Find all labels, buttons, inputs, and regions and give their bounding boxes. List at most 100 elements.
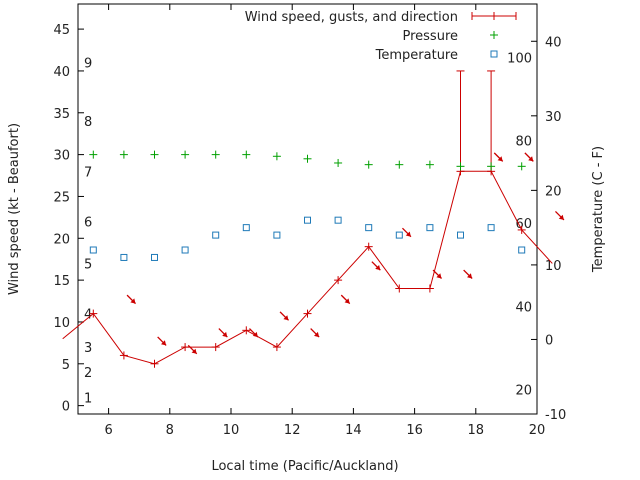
pressure-point — [242, 150, 251, 159]
x-tick-label: 10 — [223, 423, 240, 438]
pressure-point — [119, 150, 128, 159]
wind-speed-point — [272, 343, 281, 352]
temperature-point — [334, 216, 342, 224]
legend-label-wind: Wind speed, gusts, and direction — [245, 10, 458, 25]
beaufort-scale-label: 2 — [84, 366, 92, 381]
wind-speed-point — [395, 284, 404, 293]
wind-speed-point — [211, 343, 220, 352]
temperature-point — [395, 231, 403, 239]
temperature-point — [365, 224, 373, 232]
wind-direction-arrowhead — [528, 156, 534, 162]
wind-direction-arrowhead — [436, 273, 442, 279]
wind-speed-point — [150, 359, 159, 368]
beaufort-scale-label: 7 — [84, 165, 92, 180]
legend-swatch-wind-point — [490, 12, 498, 20]
beaufort-scale-label: 6 — [84, 216, 92, 231]
beaufort-scale-label: 1 — [84, 391, 92, 406]
temperature-point — [181, 246, 189, 254]
y-tick-label: 45 — [53, 23, 70, 38]
fahrenheit-scale-label: 20 — [515, 383, 532, 398]
wind-direction-arrowhead — [222, 331, 228, 338]
temperature-point — [487, 224, 495, 232]
wind-speed-point — [89, 309, 98, 318]
wind-direction-arrowhead — [252, 331, 258, 338]
y-tick-label: 25 — [53, 190, 70, 205]
y-tick-label: 40 — [53, 65, 70, 80]
wind-direction-arrowhead — [344, 298, 350, 304]
legend-swatch-temperature — [490, 50, 498, 58]
y2-tick-label: 10 — [545, 259, 562, 274]
temperature-point — [304, 216, 311, 224]
beaufort-scale-label: 8 — [84, 115, 92, 130]
x-tick-label: 6 — [104, 423, 112, 438]
wind-direction-arrowhead — [375, 265, 381, 271]
temperature-point — [518, 246, 526, 254]
x-tick-label: 8 — [166, 423, 174, 438]
beaufort-scale-label: 4 — [84, 308, 92, 323]
pressure-point — [303, 154, 312, 163]
wind-direction-arrowhead — [558, 214, 564, 220]
pressure-point — [395, 160, 404, 169]
wind-speed-point — [242, 326, 251, 335]
beaufort-scale-label: 3 — [84, 341, 92, 356]
pressure-point — [364, 160, 373, 169]
ticks-layer: 6 8 10 12 14 16 18 20051015202530354045-1001020… — [53, 4, 566, 438]
x-tick-label: 18 — [468, 423, 485, 438]
wind-direction-arrowhead — [191, 348, 197, 354]
y-tick-label: 5 — [62, 358, 70, 373]
y2-tick-label: -10 — [545, 408, 566, 423]
wind-speed-point — [334, 276, 343, 285]
x-tick-label: 16 — [406, 423, 423, 438]
temperature-point — [273, 231, 281, 239]
pressure-point — [181, 150, 190, 159]
y2-tick-label: 30 — [545, 110, 562, 125]
wind-direction-arrowhead — [497, 156, 503, 162]
wind-speed-point — [303, 309, 312, 318]
plot-frame — [77, 3, 538, 415]
beaufort-scale-label: 9 — [84, 57, 92, 72]
wind-direction-arrowhead — [405, 231, 411, 237]
temperature-point — [457, 231, 464, 239]
x-tick-label: 14 — [345, 423, 362, 438]
y-tick-label: 30 — [53, 149, 70, 164]
pressure-point — [272, 152, 281, 161]
temperature-point — [426, 224, 434, 232]
temperature-point — [151, 253, 158, 261]
pressure-point — [211, 150, 220, 159]
wind-direction-arrowhead — [161, 340, 167, 346]
y2-tick-label: 20 — [545, 184, 562, 199]
x-axis-label: Local time (Pacific/Auckland) — [211, 459, 398, 474]
temperature-point — [242, 224, 250, 232]
beaufort-scale-label: 5 — [84, 257, 92, 272]
y2-axis-label: Temperature (C - F) — [591, 146, 606, 273]
y-tick-label: 35 — [53, 107, 70, 122]
legend-swatch-pressure — [490, 31, 498, 39]
fahrenheit-scale-label: 100 — [507, 52, 532, 67]
fahrenheit-scale-label: 60 — [515, 217, 532, 232]
x-tick-label: 20 — [529, 423, 546, 438]
y-tick-label: 10 — [53, 316, 70, 331]
wind-direction-arrowhead — [314, 331, 320, 338]
y-axis-label: Wind speed (kt - Beaufort) — [7, 123, 22, 295]
y2-tick-label: 40 — [545, 35, 562, 50]
wind-speed-point — [425, 284, 434, 293]
y2-tick-label: 0 — [545, 333, 553, 348]
y-tick-label: 15 — [53, 274, 70, 289]
temperature-point — [212, 231, 220, 239]
wind-speed-point — [181, 343, 190, 352]
fahrenheit-scale-label: 80 — [515, 134, 532, 149]
fahrenheit-scale-label: 40 — [515, 301, 532, 316]
temperature-point — [89, 246, 97, 254]
series-layer — [62, 70, 565, 368]
wind-direction-arrowhead — [283, 315, 289, 321]
wind-direction-arrowhead — [130, 298, 136, 304]
wind-direction-arrowhead — [467, 273, 473, 279]
legend-label-temperature: Temperature — [375, 48, 458, 63]
wind-speed-point — [119, 351, 128, 360]
pressure-point — [89, 150, 98, 159]
temperature-point — [120, 253, 128, 261]
legend-label-pressure: Pressure — [402, 29, 458, 44]
pressure-point — [425, 160, 434, 169]
y-tick-label: 20 — [53, 232, 70, 247]
